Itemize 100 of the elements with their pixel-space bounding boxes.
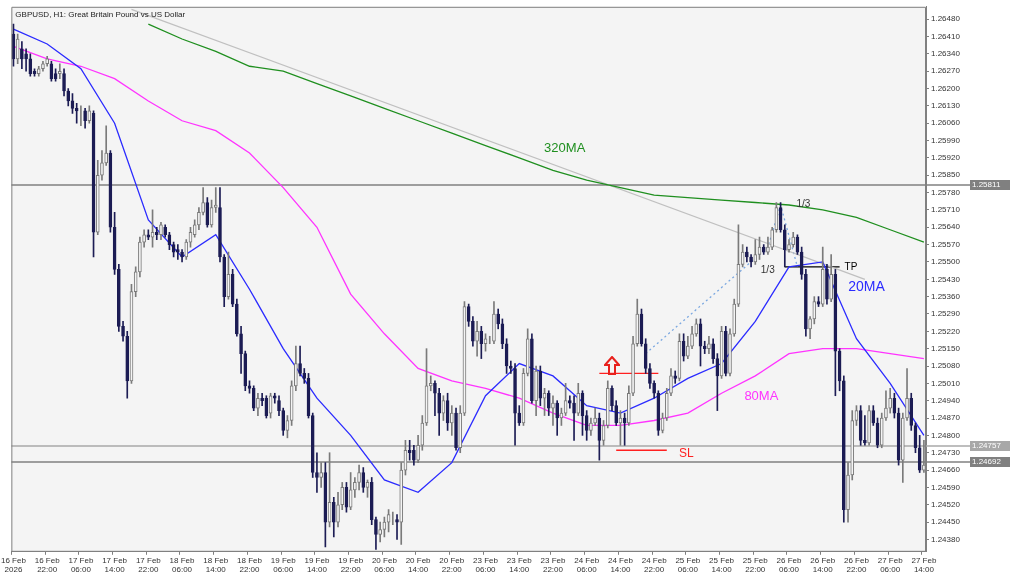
- ref-line-label: 1.24692: [972, 457, 1002, 467]
- candlestick: [517, 405, 522, 426]
- candlestick: [917, 435, 922, 473]
- x-tick-label: 19 Feb 22:00: [338, 555, 364, 575]
- y-tick-label: 1.26130: [931, 101, 961, 111]
- candlestick: [694, 318, 699, 337]
- candlestick: [707, 335, 711, 354]
- candlestick: [871, 405, 876, 426]
- candlestick: [635, 298, 640, 347]
- candlestick: [466, 303, 471, 327]
- candlestick: [475, 321, 479, 357]
- candlestick: [686, 335, 690, 359]
- candlestick: [142, 229, 146, 248]
- candlestick: [449, 405, 454, 436]
- series-label: 80MA: [744, 388, 779, 404]
- candlestick: [576, 383, 581, 416]
- candlestick: [251, 385, 256, 411]
- candlestick: [357, 464, 361, 491]
- x-tick-label: 17 Feb 22:00: [135, 555, 162, 575]
- candlestick: [766, 236, 770, 255]
- candlestick: [428, 375, 433, 392]
- candlestick: [538, 365, 543, 406]
- y-tick-label: 1.24520: [931, 499, 961, 509]
- x-tick-label: 24 Feb 14:00: [607, 555, 634, 575]
- candlestick: [652, 380, 656, 399]
- candlestick: [74, 103, 79, 124]
- candlestick: [24, 48, 28, 72]
- candlestick: [761, 244, 766, 255]
- x-tick-label: 26 Feb 22:00: [844, 555, 870, 575]
- candlestick: [458, 405, 463, 454]
- candlestick: [605, 380, 610, 429]
- candlestick: [331, 496, 336, 538]
- candlestick: [508, 360, 513, 374]
- candlestick: [420, 415, 425, 451]
- y-tick-label: 1.24380: [931, 534, 961, 544]
- y-tick-label: 1.26410: [931, 31, 961, 41]
- candlestick: [83, 108, 87, 129]
- x-tick-label: 16 Feb 22:00: [34, 555, 61, 575]
- y-tick-label: 1.25640: [931, 222, 961, 232]
- candlestick: [315, 452, 319, 493]
- x-tick-label: 25 Feb 14:00: [709, 555, 735, 575]
- x-tick-label: 26 Feb 14:00: [810, 555, 836, 575]
- y-tick-label: 1.26270: [931, 66, 961, 76]
- candlestick: [163, 224, 168, 238]
- candlestick: [627, 385, 631, 426]
- candlestick: [488, 335, 491, 345]
- candlestick: [361, 467, 366, 493]
- candlestick: [353, 477, 357, 498]
- candlestick: [749, 254, 753, 268]
- candlestick: [66, 88, 71, 107]
- x-tick-label: 27 Feb 14:00: [911, 555, 937, 575]
- x-tick-label: 17 Feb 06:00: [68, 555, 94, 575]
- candlestick: [184, 239, 189, 260]
- candlestick: [669, 368, 673, 397]
- candlestick: [829, 254, 833, 302]
- candlestick: [310, 412, 315, 478]
- candlestick: [711, 338, 715, 364]
- candlestick: [572, 395, 576, 441]
- candlestick: [753, 239, 758, 265]
- candlestick: [732, 298, 737, 337]
- candlestick: [180, 249, 184, 263]
- series-label: SL: [679, 446, 695, 461]
- candlestick: [133, 266, 138, 297]
- y-tick-label: 1.25850: [931, 170, 961, 180]
- candlestick: [584, 410, 589, 441]
- x-tick-label: 19 Feb 14:00: [304, 555, 330, 575]
- candlestick: [281, 407, 286, 436]
- candlestick: [159, 221, 163, 240]
- candlestick: [593, 407, 597, 426]
- candlestick: [879, 412, 884, 449]
- candlestick: [909, 392, 914, 431]
- candlestick: [791, 231, 796, 248]
- candlestick: [243, 350, 248, 392]
- y-tick-label: 1.24800: [931, 430, 961, 440]
- candlestick: [905, 368, 909, 421]
- candlestick: [863, 415, 867, 446]
- candlestick: [260, 392, 264, 406]
- candlestick: [340, 482, 345, 511]
- candlestick: [867, 405, 871, 446]
- candlestick: [454, 407, 458, 451]
- candlestick: [176, 244, 180, 260]
- y-tick-label: 1.24870: [931, 413, 961, 423]
- candlestick: [374, 516, 378, 550]
- candlestick: [104, 125, 109, 166]
- candlestick: [568, 395, 572, 409]
- annotation: 1/3: [760, 264, 776, 276]
- y-tick-label: 1.25710: [931, 205, 961, 215]
- candlestick: [247, 380, 252, 394]
- y-tick-label: 1.24590: [931, 482, 961, 492]
- y-tick-label: 1.25780: [931, 187, 961, 197]
- candlestick: [391, 511, 394, 525]
- candlestick: [192, 219, 197, 238]
- x-tick-label: 24 Feb 06:00: [574, 555, 600, 575]
- y-tick-label: 1.25500: [931, 257, 961, 267]
- candlestick: [45, 56, 49, 67]
- y-tick-label: 1.26480: [931, 14, 961, 24]
- candlestick: [787, 239, 791, 253]
- candlestick: [643, 338, 648, 374]
- candlestick: [36, 65, 41, 77]
- x-tick-label: 20 Feb 14:00: [405, 555, 432, 575]
